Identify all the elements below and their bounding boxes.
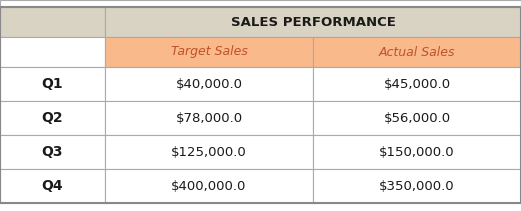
Bar (105, 101, 313, 135)
Bar (105, 169, 313, 203)
Bar (0, 0, 521, 7)
Bar (313, 101, 521, 135)
Text: Actual Sales: Actual Sales (379, 46, 455, 58)
Text: $78,000.0: $78,000.0 (176, 111, 243, 124)
Bar (0, 37, 105, 67)
Bar (0, 135, 105, 169)
Text: Q1: Q1 (42, 77, 64, 91)
Text: Target Sales: Target Sales (170, 46, 247, 58)
Bar (105, 37, 313, 67)
Text: $400,000.0: $400,000.0 (171, 180, 246, 192)
Bar (105, 135, 313, 169)
Bar (105, 67, 313, 101)
Text: Q4: Q4 (42, 179, 64, 193)
Text: $150,000.0: $150,000.0 (379, 146, 455, 158)
Text: $40,000.0: $40,000.0 (176, 77, 242, 91)
Text: SALES PERFORMANCE: SALES PERFORMANCE (231, 15, 395, 28)
Text: $350,000.0: $350,000.0 (379, 180, 455, 192)
Bar (105, 7, 521, 37)
Bar (0, 169, 105, 203)
Text: $125,000.0: $125,000.0 (171, 146, 247, 158)
Bar (0, 67, 105, 101)
Bar (313, 169, 521, 203)
Bar (313, 67, 521, 101)
Text: Q2: Q2 (42, 111, 64, 125)
Text: Q3: Q3 (42, 145, 63, 159)
Bar (313, 135, 521, 169)
Bar (313, 37, 521, 67)
Text: $56,000.0: $56,000.0 (383, 111, 451, 124)
Text: $45,000.0: $45,000.0 (383, 77, 451, 91)
Bar (0, 7, 105, 37)
Bar (0, 101, 105, 135)
